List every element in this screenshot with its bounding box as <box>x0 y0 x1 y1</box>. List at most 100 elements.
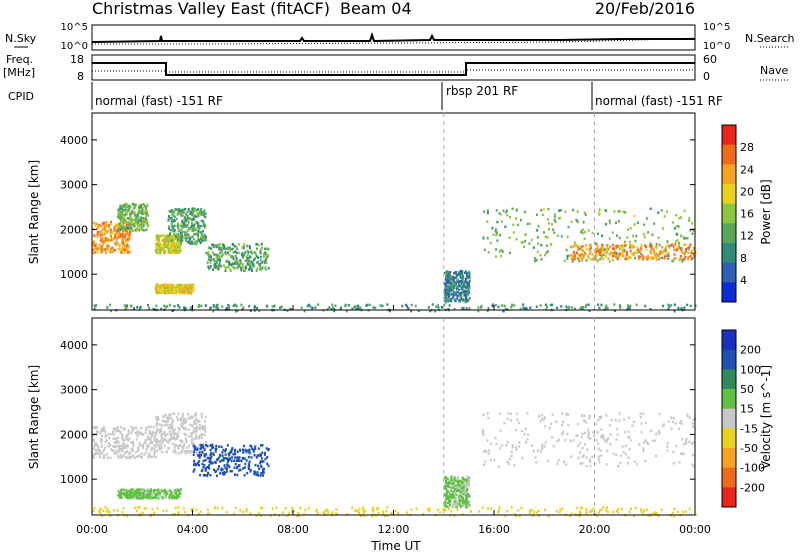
velocity-cell <box>224 453 227 456</box>
power-cell <box>459 293 462 297</box>
power-cell <box>515 237 518 241</box>
velocity-cell <box>564 438 567 442</box>
power-cell <box>124 308 127 311</box>
power-cell <box>126 304 128 307</box>
velocity-cell <box>623 418 626 421</box>
velocity-cell <box>191 437 194 441</box>
velocity-cell <box>386 514 389 517</box>
nave-tick-top: 60 <box>703 53 717 66</box>
velocity-cell <box>98 453 101 456</box>
velocity-cell <box>181 414 184 418</box>
velocity-cell <box>97 445 100 449</box>
power-cell <box>678 244 680 248</box>
power-cell <box>139 305 142 309</box>
cpid-segment-1: normal (fast) -151 RF <box>95 94 223 108</box>
velocity-cell <box>192 444 195 447</box>
power-cell <box>217 258 220 261</box>
velocity-cell <box>144 491 147 495</box>
velocity-cell <box>177 511 180 514</box>
velocity-cell <box>173 435 176 438</box>
colorbar-tick-label: 50 <box>740 383 754 396</box>
power-cell <box>218 259 221 263</box>
power-cell <box>456 294 459 298</box>
velocity-cell <box>611 510 614 514</box>
freq-panel: Freq. [MHz] 18 8 60 0 Nave <box>3 53 790 83</box>
velocity-cell <box>160 436 163 440</box>
velocity-cell <box>462 477 465 481</box>
power-cell <box>145 214 148 218</box>
power-cell <box>242 254 245 257</box>
power-cell <box>241 252 244 255</box>
power-cell <box>280 305 283 309</box>
power-cell <box>523 245 525 249</box>
power-cell <box>101 228 104 232</box>
power-cell <box>629 249 632 253</box>
velocity-cell <box>138 442 141 445</box>
velocity-cell <box>371 506 374 510</box>
power-cell <box>663 255 666 258</box>
velocity-cell <box>185 446 188 449</box>
velocity-cell <box>570 512 573 516</box>
power-cell <box>570 254 573 257</box>
power-cell <box>140 203 143 207</box>
power-cell <box>585 303 588 307</box>
velocity-cell <box>204 467 207 470</box>
power-cell <box>173 242 176 245</box>
velocity-cell <box>231 456 234 459</box>
velocity-cell <box>111 449 114 453</box>
velocity-cell <box>250 445 253 448</box>
power-cell <box>255 243 258 246</box>
velocity-cell <box>583 419 586 422</box>
velocity-cell <box>147 489 150 493</box>
velocity-cell <box>621 445 624 448</box>
power-cell <box>667 251 670 255</box>
velocity-cell <box>336 513 338 516</box>
power-cell <box>171 291 174 294</box>
velocity-cell <box>459 480 462 484</box>
velocity-cell <box>253 454 256 457</box>
velocity-cell <box>180 425 183 428</box>
velocity-cell <box>107 441 110 445</box>
velocity-cell <box>517 509 520 512</box>
power-cell <box>509 216 511 219</box>
power-cell <box>642 255 645 259</box>
velocity-cell <box>406 511 409 514</box>
velocity-cell <box>205 444 208 447</box>
velocity-cell <box>671 511 674 515</box>
velocity-cell <box>246 471 249 475</box>
power-cell <box>118 225 121 229</box>
power-cell <box>124 208 127 211</box>
power-cell <box>125 245 128 248</box>
power-cell <box>452 275 455 279</box>
power-cell <box>108 249 111 252</box>
velocity-cell <box>180 417 183 420</box>
power-cell <box>129 205 132 208</box>
velocity-cell <box>260 465 263 469</box>
velocity-cell <box>147 492 150 496</box>
velocity-cell <box>453 481 455 485</box>
power-cell <box>189 242 191 245</box>
velocity-cell <box>462 496 465 500</box>
velocity-cell <box>171 494 174 498</box>
velocity-cell <box>104 506 107 509</box>
x-axis: 00:00 04:00 08:00 12:00 16:00 20:00 00:00 <box>76 113 711 536</box>
velocity-cell <box>122 454 125 457</box>
power-cell <box>217 267 220 271</box>
velocity-cell <box>182 507 185 510</box>
power-cell <box>595 247 598 251</box>
velocity-cell <box>145 451 147 455</box>
velocity-cell <box>644 421 647 425</box>
power-cell <box>123 205 126 208</box>
power-cell <box>171 244 174 248</box>
power-cell <box>120 251 122 254</box>
velocity-cell <box>605 440 608 443</box>
power-cell <box>623 244 626 247</box>
velocity-cell <box>142 433 145 436</box>
velocity-cell <box>541 447 544 450</box>
power-cell <box>674 240 677 243</box>
power-cell <box>454 299 457 303</box>
velocity-cell <box>106 507 109 511</box>
velocity-cell <box>118 448 121 451</box>
power-cell <box>201 213 204 216</box>
power-cell <box>353 306 355 309</box>
